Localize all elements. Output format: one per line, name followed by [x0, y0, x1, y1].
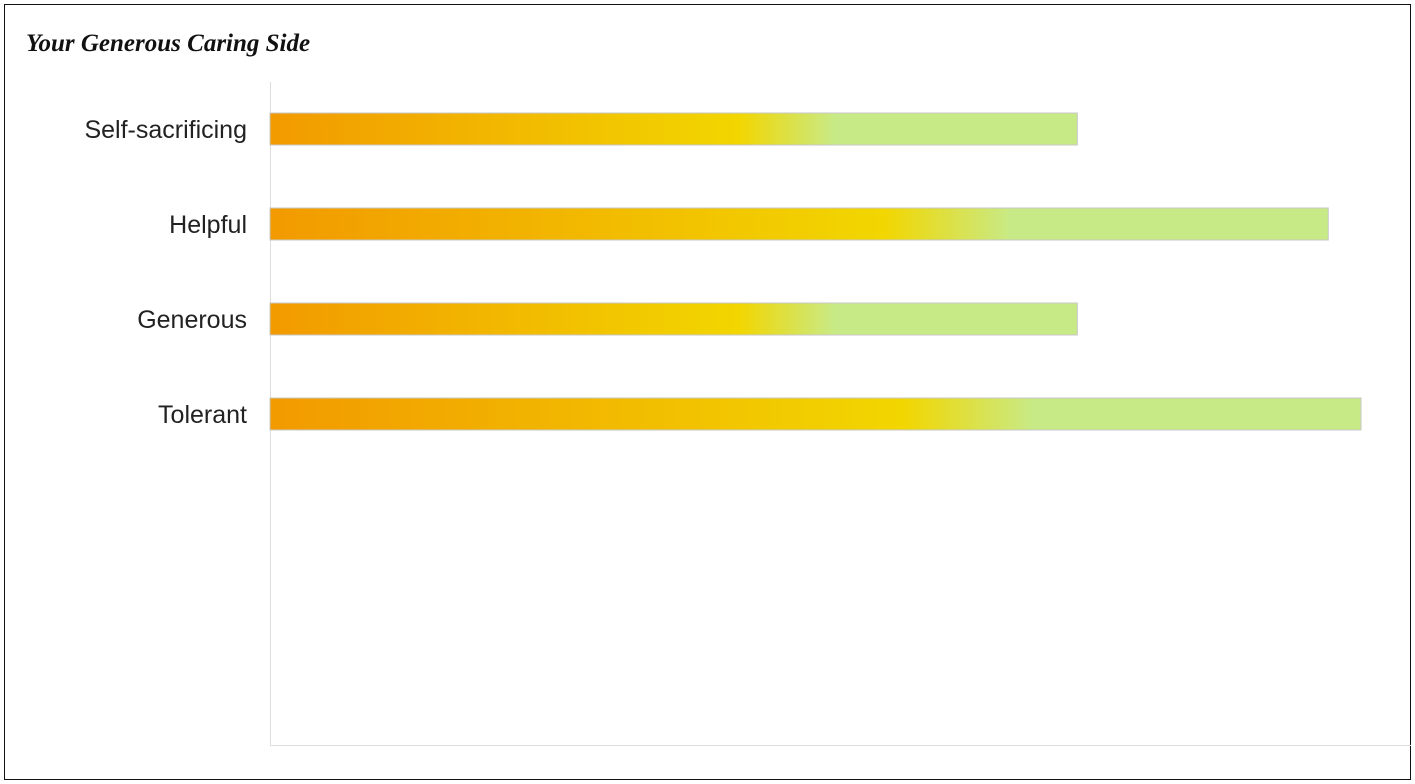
chart-title: Your Generous Caring Side — [26, 30, 311, 57]
category-label: Generous — [137, 306, 247, 334]
bar-helpful — [269, 207, 1329, 241]
category-label: Self-sacrificing — [84, 116, 247, 144]
bars — [269, 112, 1362, 431]
bar-generous — [269, 302, 1078, 336]
category-labels: Self-sacrificing Helpful Generous Tolerant — [84, 116, 247, 429]
category-label: Helpful — [169, 211, 247, 239]
bar-self-sacrificing — [269, 112, 1078, 146]
bar-tolerant — [269, 397, 1362, 431]
category-label: Tolerant — [158, 401, 247, 429]
